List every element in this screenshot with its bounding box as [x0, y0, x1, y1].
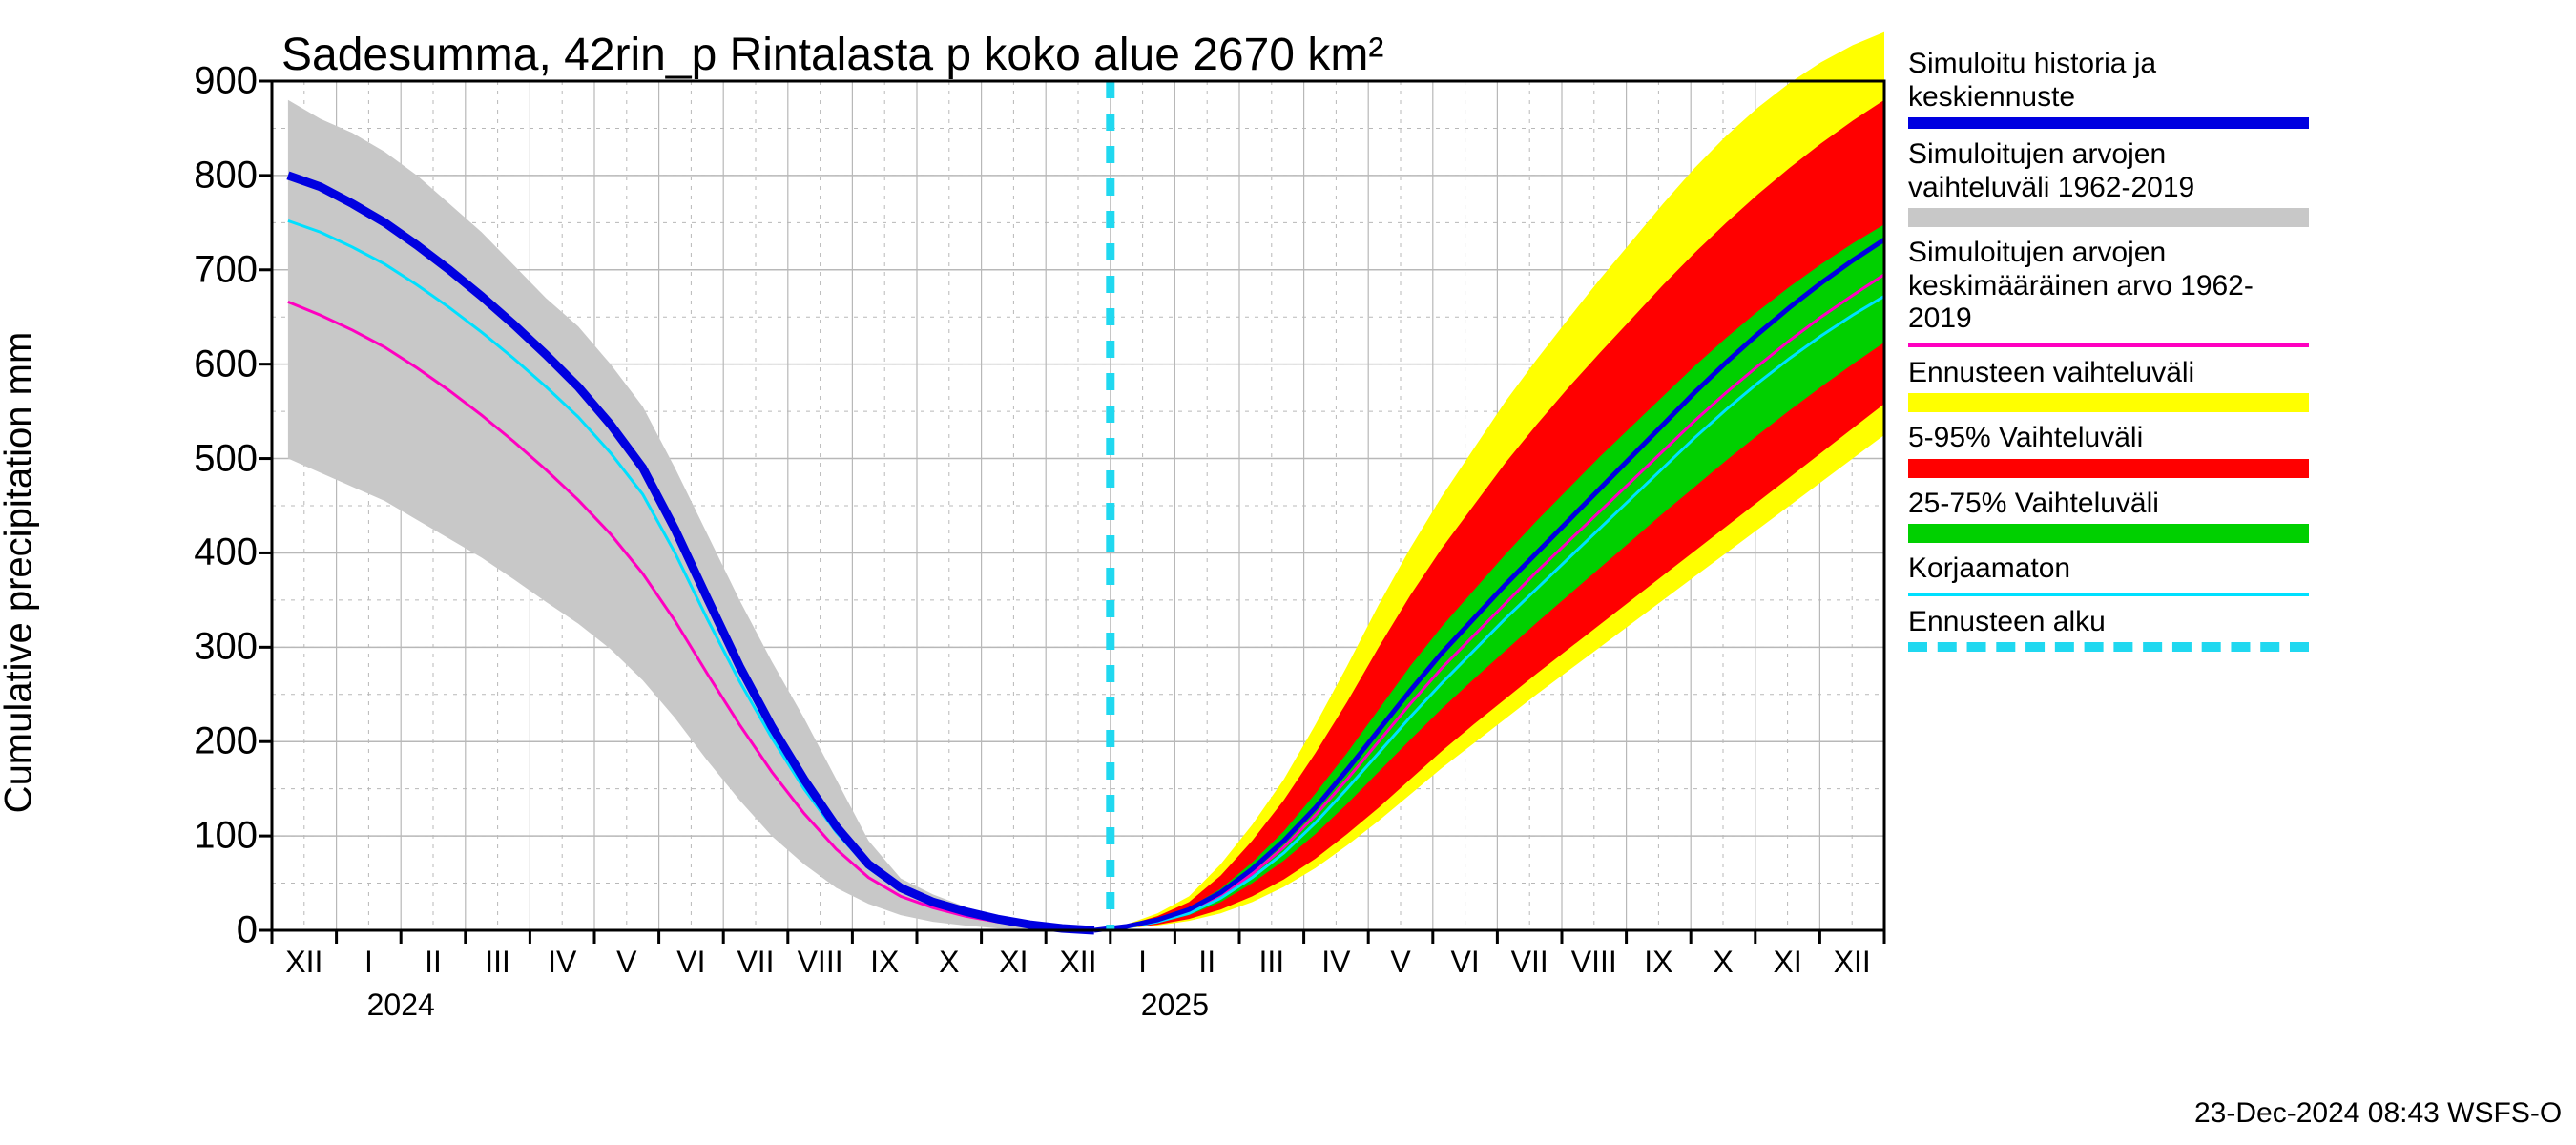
y-tick: 500 [153, 437, 258, 480]
legend-entry: Simuloitujen arvojen keskimääräinen arvo… [1908, 237, 2309, 347]
legend-label: Simuloitujen arvojen keskimääräinen arvo… [1908, 237, 2309, 336]
legend-label: Ennusteen vaihteluväli [1908, 357, 2309, 390]
x-tick: VIII [792, 945, 849, 980]
x-tick: IX [856, 945, 913, 980]
y-tick: 600 [153, 343, 258, 385]
legend-entry: Ennusteen alku [1908, 606, 2309, 653]
legend-entry: 25-75% Vaihteluväli [1908, 488, 2309, 544]
legend-entry: Ennusteen vaihteluväli [1908, 357, 2309, 413]
x-tick: II [1178, 945, 1236, 980]
x-tick: I [340, 945, 397, 980]
legend-label: Simuloitujen arvojen vaihteluväli 1962-2… [1908, 138, 2309, 204]
x-tick: VII [1501, 945, 1558, 980]
legend-swatch [1908, 459, 2309, 478]
y-tick: 300 [153, 626, 258, 669]
x-tick: V [598, 945, 655, 980]
legend-swatch [1908, 117, 2309, 129]
legend-entry: Korjaamaton [1908, 552, 2309, 596]
x-tick: XI [985, 945, 1042, 980]
x-tick: IX [1630, 945, 1687, 980]
legend-swatch [1908, 642, 2309, 652]
x-tick: II [405, 945, 462, 980]
y-tick: 700 [153, 248, 258, 291]
legend-entry: Simuloitu historia ja keskiennuste [1908, 48, 2309, 129]
x-tick: X [921, 945, 978, 980]
x-tick: VIII [1566, 945, 1623, 980]
x-year-label: 2025 [1141, 988, 1209, 1023]
legend-label: Korjaamaton [1908, 552, 2309, 586]
legend-swatch [1908, 393, 2309, 412]
x-tick: IV [533, 945, 591, 980]
footer-timestamp: 23-Dec-2024 08:43 WSFS-O [2194, 1097, 2562, 1130]
x-tick: XI [1759, 945, 1817, 980]
legend: Simuloitu historia ja keskiennuste Simulo… [1908, 48, 2309, 661]
chart-container: Sadesumma, 42rin_p Rintalasta p koko alu… [0, 0, 2576, 1145]
legend-label: Ennusteen alku [1908, 606, 2309, 639]
x-tick: III [469, 945, 527, 980]
legend-entry: Simuloitujen arvojen vaihteluväli 1962-2… [1908, 138, 2309, 227]
y-tick: 400 [153, 531, 258, 574]
legend-label: 5-95% Vaihteluväli [1908, 422, 2309, 455]
x-tick: I [1114, 945, 1172, 980]
legend-swatch [1908, 593, 2309, 596]
legend-swatch [1908, 208, 2309, 227]
legend-swatch [1908, 344, 2309, 347]
y-tick: 200 [153, 720, 258, 763]
legend-entry: 5-95% Vaihteluväli [1908, 422, 2309, 478]
x-tick: IV [1307, 945, 1364, 980]
legend-label: 25-75% Vaihteluväli [1908, 488, 2309, 521]
x-tick: VII [727, 945, 784, 980]
legend-label: Simuloitu historia ja keskiennuste [1908, 48, 2309, 114]
y-tick: 800 [153, 154, 258, 197]
x-tick: XII [1823, 945, 1880, 980]
y-tick: 100 [153, 815, 258, 858]
x-year-label: 2024 [367, 988, 435, 1023]
x-tick: VI [1437, 945, 1494, 980]
x-tick: X [1694, 945, 1752, 980]
x-tick: V [1372, 945, 1429, 980]
y-tick: 900 [153, 60, 258, 103]
x-tick: III [1243, 945, 1300, 980]
x-tick: XII [1049, 945, 1107, 980]
y-tick: 0 [153, 909, 258, 952]
x-tick: XII [276, 945, 333, 980]
legend-swatch [1908, 524, 2309, 543]
x-tick: VI [662, 945, 719, 980]
